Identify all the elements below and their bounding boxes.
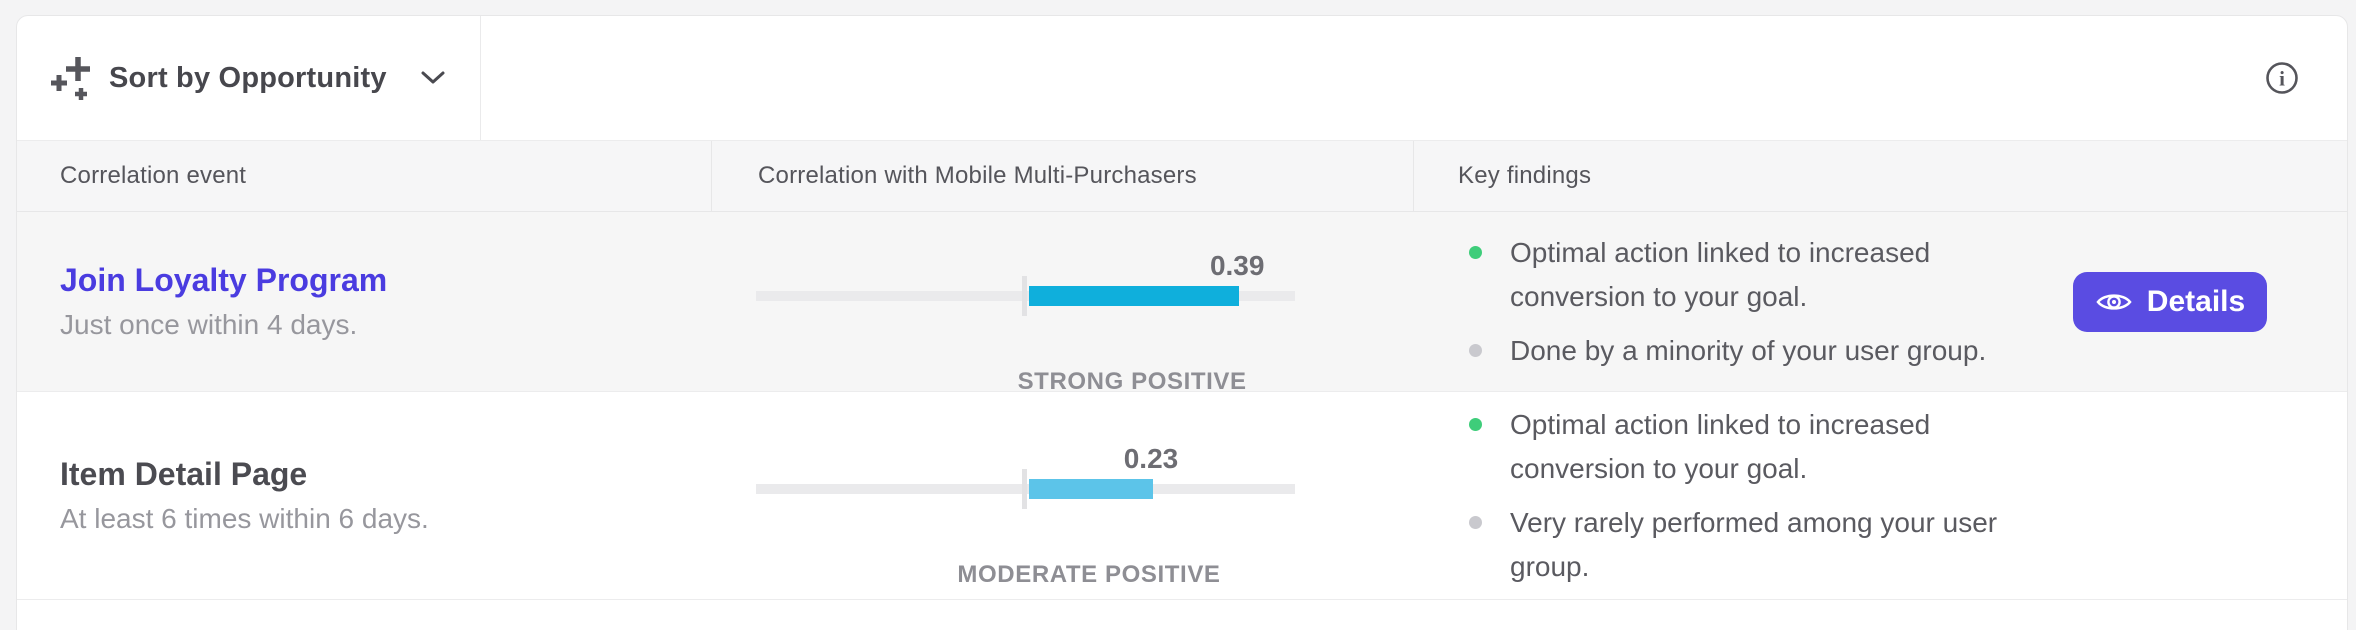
meter-center-tick — [1022, 276, 1027, 317]
eye-icon — [2095, 289, 2133, 315]
details-button-label: Details — [2146, 284, 2246, 318]
event-cell: Join Loyalty Program Just once within 4 … — [17, 212, 711, 391]
positive-dot-icon — [1469, 417, 1482, 431]
findings-list: Optimal action linked to increased conve… — [1469, 231, 2029, 373]
event-cell: Item Detail Page At least 6 times within… — [17, 392, 711, 599]
info-icon[interactable]: i — [2264, 60, 2300, 96]
correlation-cell: 0.23 MODERATE POSITIVE — [711, 392, 1413, 599]
finding-text: Optimal action linked to increased conve… — [1510, 236, 1931, 312]
toolbar-right: i — [481, 16, 2347, 140]
key-findings-cell: Optimal action linked to increased conve… — [1413, 392, 2347, 599]
table-header: Correlation event Correlation with Mobil… — [17, 140, 2347, 212]
sort-by-label: Sort by Opportunity — [109, 61, 387, 94]
finding-item: Very rarely performed among your user gr… — [1469, 501, 2029, 589]
positive-dot-icon — [1469, 245, 1482, 259]
finding-item: Optimal action linked to increased conve… — [1469, 231, 2029, 319]
meter-bar — [1029, 286, 1240, 307]
event-link[interactable]: Join Loyalty Program — [60, 262, 388, 298]
event-title: Item Detail Page — [60, 456, 308, 492]
column-header-correlation: Correlation with Mobile Multi-Purchasers — [711, 141, 1413, 211]
neutral-dot-icon — [1469, 515, 1482, 529]
correlation-meter: 0.23 MODERATE POSITIVE — [756, 392, 1295, 599]
column-header-correlation-event: Correlation event — [60, 162, 247, 189]
findings-list: Optimal action linked to increased conve… — [1469, 403, 2029, 589]
correlation-panel: Sort by Opportunity i Correlation event … — [16, 15, 2348, 630]
sort-by-dropdown[interactable]: Sort by Opportunity — [17, 16, 481, 140]
svg-text:i: i — [2279, 67, 2285, 91]
finding-item: Done by a minority of your user group. — [1469, 329, 2029, 373]
finding-text: Done by a minority of your user group. — [1510, 334, 1987, 366]
table-row[interactable]: Item Detail Page At least 6 times within… — [17, 392, 2347, 600]
correlation-cell: 0.39 STRONG POSITIVE — [711, 212, 1413, 395]
key-findings-cell: Optimal action linked to increased conve… — [1413, 212, 2347, 391]
neutral-dot-icon — [1469, 343, 1482, 357]
sparkle-plus-icon — [45, 52, 93, 105]
correlation-strength-label: MODERATE POSITIVE — [957, 561, 1221, 589]
finding-text: Very rarely performed among your user gr… — [1510, 506, 1998, 582]
table-row[interactable]: Join Loyalty Program Just once within 4 … — [17, 212, 2347, 395]
event-frequency: At least 6 times within 6 days. — [60, 503, 429, 534]
column-header-key-findings: Key findings — [1413, 141, 2347, 211]
finding-item: Optimal action linked to increased conve… — [1469, 403, 2029, 491]
correlation-value: 0.39 — [1209, 250, 1265, 282]
correlation-meter: 0.39 STRONG POSITIVE — [756, 212, 1295, 395]
finding-text: Optimal action linked to increased conve… — [1510, 408, 1931, 484]
details-button[interactable]: Details — [2073, 271, 2267, 332]
meter-bar — [1029, 479, 1153, 500]
correlation-value: 0.23 — [1123, 443, 1179, 475]
correlation-strength-label: STRONG POSITIVE — [1017, 368, 1247, 396]
event-frequency: Just once within 4 days. — [60, 309, 358, 340]
next-row-partial — [17, 600, 2347, 630]
toolbar: Sort by Opportunity i — [17, 16, 2347, 140]
meter-center-tick — [1022, 469, 1027, 510]
chevron-down-icon — [420, 70, 446, 86]
